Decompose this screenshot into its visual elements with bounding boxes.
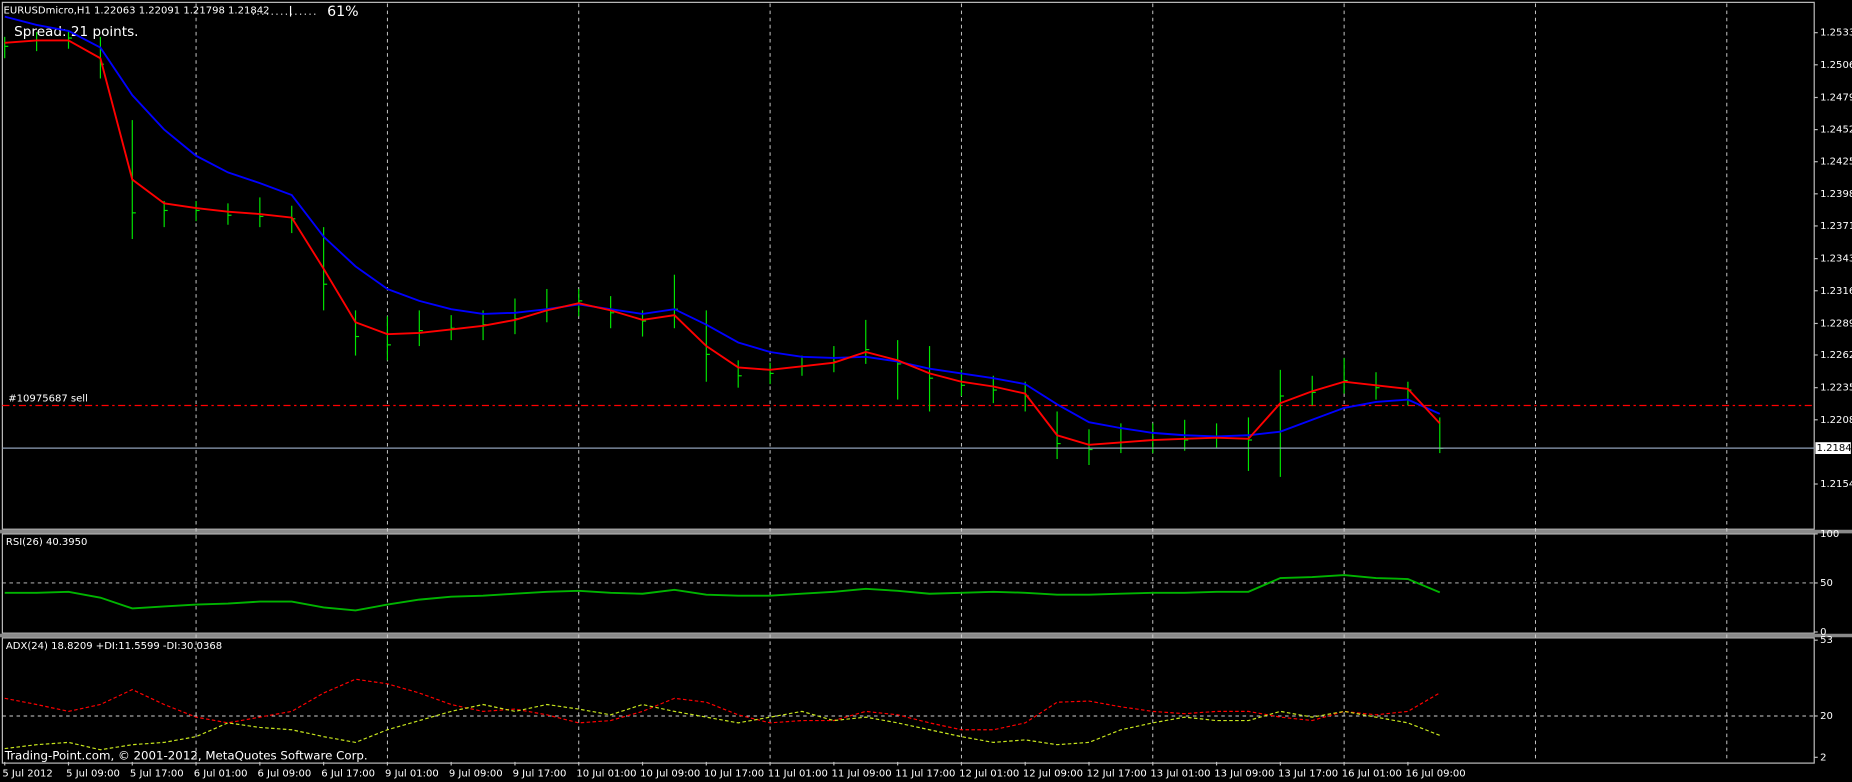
x-tick-label: 6 Jul 09:00 — [257, 769, 311, 780]
x-tick-label: 5 Jul 2012 — [2, 769, 52, 780]
y-tick-label: 1.25335 — [1820, 28, 1852, 39]
x-tick-label: 12 Jul 01:00 — [959, 769, 1019, 780]
line — [4, 39, 1441, 446]
x-tick-label: 10 Jul 09:00 — [640, 769, 700, 780]
x-tick-label: 6 Jul 17:00 — [321, 769, 375, 780]
x-tick-label: 5 Jul 09:00 — [66, 769, 120, 780]
y-tick-label: 1.22625 — [1820, 350, 1852, 361]
x-tick-label: 9 Jul 17:00 — [513, 769, 567, 780]
line — [4, 574, 1441, 612]
x-tick-label: 6 Jul 01:00 — [194, 769, 248, 780]
x-tick-label: 9 Jul 09:00 — [449, 769, 503, 780]
x-tick-label: 9 Jul 01:00 — [385, 769, 439, 780]
x-tick-label: 5 Jul 17:00 — [130, 769, 184, 780]
x-tick-label: 13 Jul 17:00 — [1278, 769, 1338, 780]
y-tick-label: 1.24250 — [1820, 157, 1852, 168]
x-tick-label: 10 Jul 17:00 — [704, 769, 764, 780]
gauge-label: 61% — [327, 4, 358, 20]
y-tick-label: 1.23165 — [1820, 286, 1852, 297]
y-tick-label: 1.25065 — [1820, 60, 1852, 71]
y-tick-label: 1.23435 — [1820, 254, 1852, 265]
y-tick-label: 20 — [1820, 711, 1833, 722]
y-tick-label: 1.23710 — [1820, 221, 1852, 232]
x-tick-label: 13 Jul 01:00 — [1150, 769, 1210, 780]
y-tick-label: 1.24790 — [1820, 92, 1852, 103]
x-tick-label: 11 Jul 01:00 — [768, 769, 828, 780]
y-tick-label: 1.21540 — [1820, 479, 1852, 490]
x-tick-label: 16 Jul 01:00 — [1342, 769, 1402, 780]
x-tick-label: 13 Jul 09:00 — [1214, 769, 1274, 780]
current-price-label: 1.21842 — [1817, 443, 1852, 454]
y-tick-label: 0 — [1820, 627, 1826, 638]
order-label: #10975687 sell — [8, 393, 88, 404]
spread-label: Spread: 21 points. — [14, 24, 138, 40]
footer: Trading-Point.com, © 2001-2012, MetaQuot… — [4, 749, 368, 763]
y-tick-label: 2 — [1820, 752, 1826, 763]
line — [4, 15, 1441, 438]
chart-title: EURUSDmicro,H1 1.22063 1.22091 1.21798 1… — [4, 6, 270, 17]
x-tick-label: 11 Jul 09:00 — [832, 769, 892, 780]
adx-title: ADX(24) 18.8209 +DI:11.5599 -DI:30.0368 — [6, 641, 222, 652]
y-tick-label: 1.22890 — [1820, 318, 1852, 329]
y-tick-label: 1.22350 — [1820, 383, 1852, 394]
y-tick-label: 1.24520 — [1820, 125, 1852, 136]
x-tick-label: 10 Jul 01:00 — [576, 769, 636, 780]
line — [4, 678, 1441, 731]
y-tick-label: 100 — [1820, 529, 1839, 540]
x-tick-label: 16 Jul 09:00 — [1406, 769, 1466, 780]
y-tick-label: 53 — [1820, 635, 1833, 646]
main-panel — [1, 1, 1815, 530]
x-tick-label: 11 Jul 17:00 — [895, 769, 955, 780]
rsi-title: RSI(26) 40.3950 — [6, 537, 88, 548]
adx-panel — [1, 637, 1815, 764]
line — [4, 703, 1441, 751]
current-price-box — [1815, 442, 1851, 455]
x-tick-label: 12 Jul 09:00 — [1023, 769, 1083, 780]
x-tick-label: 12 Jul 17:00 — [1087, 769, 1147, 780]
y-tick-label: 50 — [1820, 578, 1833, 589]
y-tick-label: 1.23980 — [1820, 189, 1852, 200]
y-tick-label: 1.22080 — [1820, 415, 1852, 426]
